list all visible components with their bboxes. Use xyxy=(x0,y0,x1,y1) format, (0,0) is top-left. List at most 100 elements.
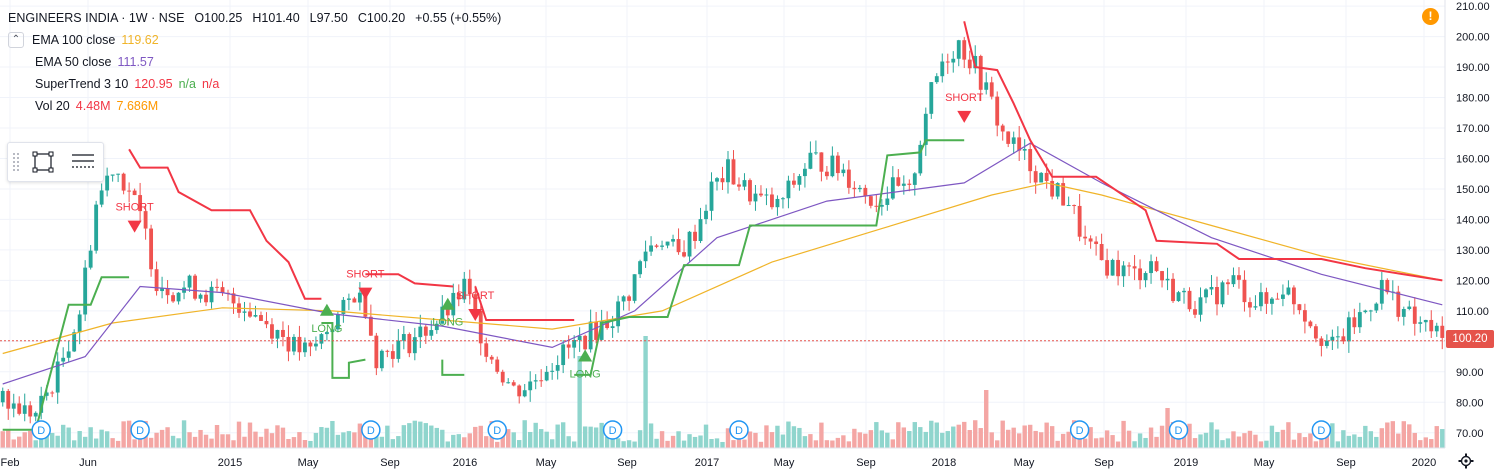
long-arrow-icon xyxy=(319,303,334,316)
symbol-title[interactable]: ENGINEERS INDIA · 1W · NSE xyxy=(8,11,185,25)
volume-bar xyxy=(1044,422,1049,448)
volume-bar xyxy=(209,438,214,448)
candle-body xyxy=(215,286,219,288)
volume-bar xyxy=(236,421,242,448)
signal-label: SHORT xyxy=(945,92,984,104)
volume-bar xyxy=(1011,427,1016,448)
candle-body xyxy=(693,231,697,242)
candle-body xyxy=(956,40,961,59)
candle-body xyxy=(748,180,752,202)
indicator-ema100[interactable]: ⌃ EMA 100 close 119.62 xyxy=(8,29,505,51)
volume-bar xyxy=(764,425,769,448)
candle-body xyxy=(1242,279,1247,303)
volume-bar xyxy=(66,427,71,448)
candle-body xyxy=(583,335,588,350)
indicator-value: 119.62 xyxy=(121,33,159,47)
volume-bar xyxy=(775,425,780,448)
volume-bar xyxy=(253,431,258,448)
candle-body xyxy=(929,82,934,114)
candle-body xyxy=(605,321,610,329)
candle-body xyxy=(907,183,912,185)
drag-handle-icon[interactable] xyxy=(12,152,20,172)
collapse-chevron-icon[interactable]: ⌃ xyxy=(8,32,24,48)
volume-bar xyxy=(1148,427,1154,448)
candle-body xyxy=(989,82,994,97)
price-tick-label: 190.00 xyxy=(1456,62,1490,74)
candle-body xyxy=(1302,310,1307,322)
candle-body xyxy=(368,316,373,336)
time-tick-label: May xyxy=(298,457,319,469)
volume-bar xyxy=(593,427,599,448)
volume-bar xyxy=(1275,431,1280,448)
candle-body xyxy=(33,412,38,417)
signal-label: SHORT xyxy=(456,290,495,302)
series-line xyxy=(2,142,1443,385)
warning-icon[interactable]: ! xyxy=(1422,8,1439,25)
candle-body xyxy=(484,343,489,357)
candle-body xyxy=(193,275,197,299)
candle-body xyxy=(209,286,214,303)
drawing-toolbox[interactable] xyxy=(7,142,104,182)
indicator-label: EMA 50 close xyxy=(35,55,112,69)
change-value: +0.55 (+0.55%) xyxy=(415,11,502,25)
candle-body xyxy=(72,332,77,352)
candle-body xyxy=(1110,259,1115,276)
volume-bar xyxy=(330,420,335,448)
candle-body xyxy=(1368,310,1373,312)
volume-bar xyxy=(71,440,77,448)
volume-bar xyxy=(1115,441,1121,448)
candle-body xyxy=(1396,291,1401,317)
candle-body xyxy=(588,321,593,350)
candle-body xyxy=(1072,205,1077,207)
volume-bar xyxy=(121,421,126,448)
volume-bar xyxy=(824,440,830,448)
volume-bar xyxy=(1280,429,1286,448)
volume-bar xyxy=(1269,425,1275,448)
volume-bar xyxy=(341,432,346,448)
candle-body xyxy=(94,204,99,251)
candle-body xyxy=(627,296,632,301)
candle-body xyxy=(248,311,252,317)
volume-bar xyxy=(1319,439,1324,448)
indicator-supertrend[interactable]: SuperTrend 3 10 120.95 n/a n/a xyxy=(8,73,505,95)
volume-bar xyxy=(275,425,280,448)
rectangle-tool-button[interactable] xyxy=(26,147,60,177)
candle-body xyxy=(962,40,967,60)
volume-bar xyxy=(830,440,835,448)
candle-body xyxy=(1028,148,1033,172)
volume-bar xyxy=(984,390,989,448)
volume-bar xyxy=(1297,433,1302,448)
volume-bar xyxy=(769,432,775,448)
volume-bar xyxy=(703,424,709,448)
candle-body xyxy=(830,155,835,177)
price-tick-label: 130.00 xyxy=(1456,245,1490,257)
price-tick-label: 120.00 xyxy=(1456,275,1490,287)
time-tick-label: 2018 xyxy=(932,457,956,469)
volume-bar xyxy=(181,420,187,448)
indicator-value: 120.95 xyxy=(134,77,173,91)
price-tick-label: 80.00 xyxy=(1456,397,1484,409)
price-tick-label: 170.00 xyxy=(1456,123,1490,135)
candle-body xyxy=(1017,137,1022,151)
indicator-value: 111.57 xyxy=(117,55,154,69)
volume-bar xyxy=(231,440,236,448)
volume-bar xyxy=(1346,435,1352,448)
line-style-button[interactable] xyxy=(66,147,100,177)
chart-legend: ENGINEERS INDIA · 1W · NSE O100.25 H101.… xyxy=(8,7,505,117)
signal-label: LONG xyxy=(570,369,601,381)
gear-icon[interactable] xyxy=(1458,453,1474,469)
candle-body xyxy=(357,292,362,303)
volume-bar xyxy=(797,427,802,448)
volume-bar xyxy=(1253,434,1258,448)
candle-body xyxy=(770,194,774,208)
volume-bar xyxy=(88,427,93,448)
volume-bar xyxy=(874,422,879,448)
volume-bar xyxy=(484,436,489,448)
indicator-ema50[interactable]: EMA 50 close 111.57 xyxy=(8,51,505,73)
volume-bar xyxy=(1143,437,1148,448)
indicator-volume[interactable]: Vol 20 4.48M 7.686M xyxy=(8,95,505,117)
candle-body xyxy=(1220,282,1225,305)
candle-body xyxy=(220,287,225,293)
volume-bar xyxy=(626,440,632,448)
